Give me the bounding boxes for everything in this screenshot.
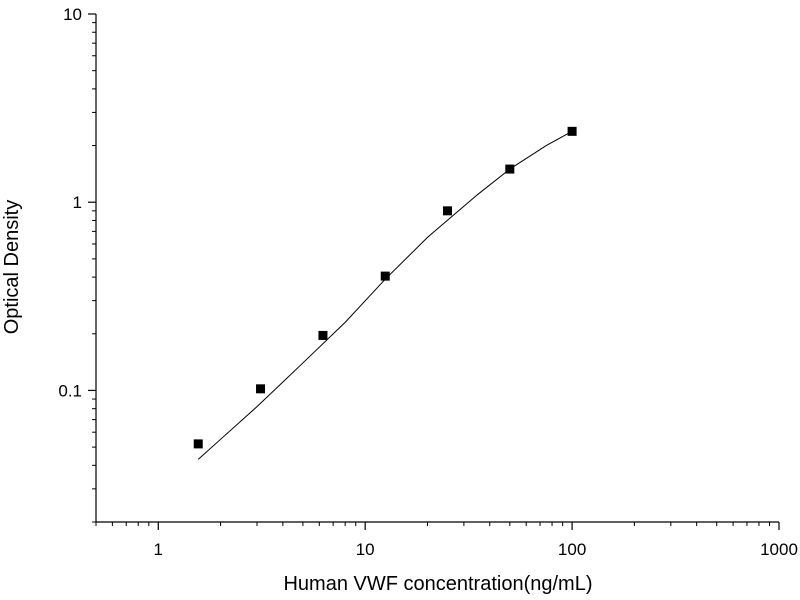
data-point xyxy=(380,271,390,281)
x-tick-label: 100 xyxy=(558,540,586,559)
y-tick-label: 10 xyxy=(63,5,82,24)
tick-labels: 1 10 100 1000 0.1 1 10 xyxy=(58,5,798,559)
data-point xyxy=(443,206,453,216)
fit-curve xyxy=(197,130,573,460)
data-point xyxy=(256,384,266,394)
x-tick-label: 10 xyxy=(356,540,375,559)
data-point xyxy=(567,126,577,136)
axes xyxy=(95,14,779,523)
data-point xyxy=(193,439,203,449)
data-point xyxy=(318,330,328,340)
x-tick-label: 1 xyxy=(154,540,163,559)
ticks xyxy=(88,13,780,530)
y-tick-label: 0.1 xyxy=(58,381,82,400)
y-axis-title: Optical Density xyxy=(1,200,23,335)
data-points xyxy=(193,126,577,449)
y-tick-label: 1 xyxy=(73,193,82,212)
x-tick-label: 1000 xyxy=(760,540,798,559)
data-point xyxy=(505,164,515,174)
x-axis-title: Human VWF concentration(ng/mL) xyxy=(283,573,592,595)
